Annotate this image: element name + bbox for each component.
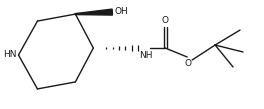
- Text: NH: NH: [139, 51, 153, 60]
- Polygon shape: [75, 9, 112, 15]
- Text: OH: OH: [114, 7, 128, 16]
- Text: HN: HN: [3, 50, 16, 60]
- Text: O: O: [185, 59, 192, 68]
- Text: O: O: [162, 16, 169, 25]
